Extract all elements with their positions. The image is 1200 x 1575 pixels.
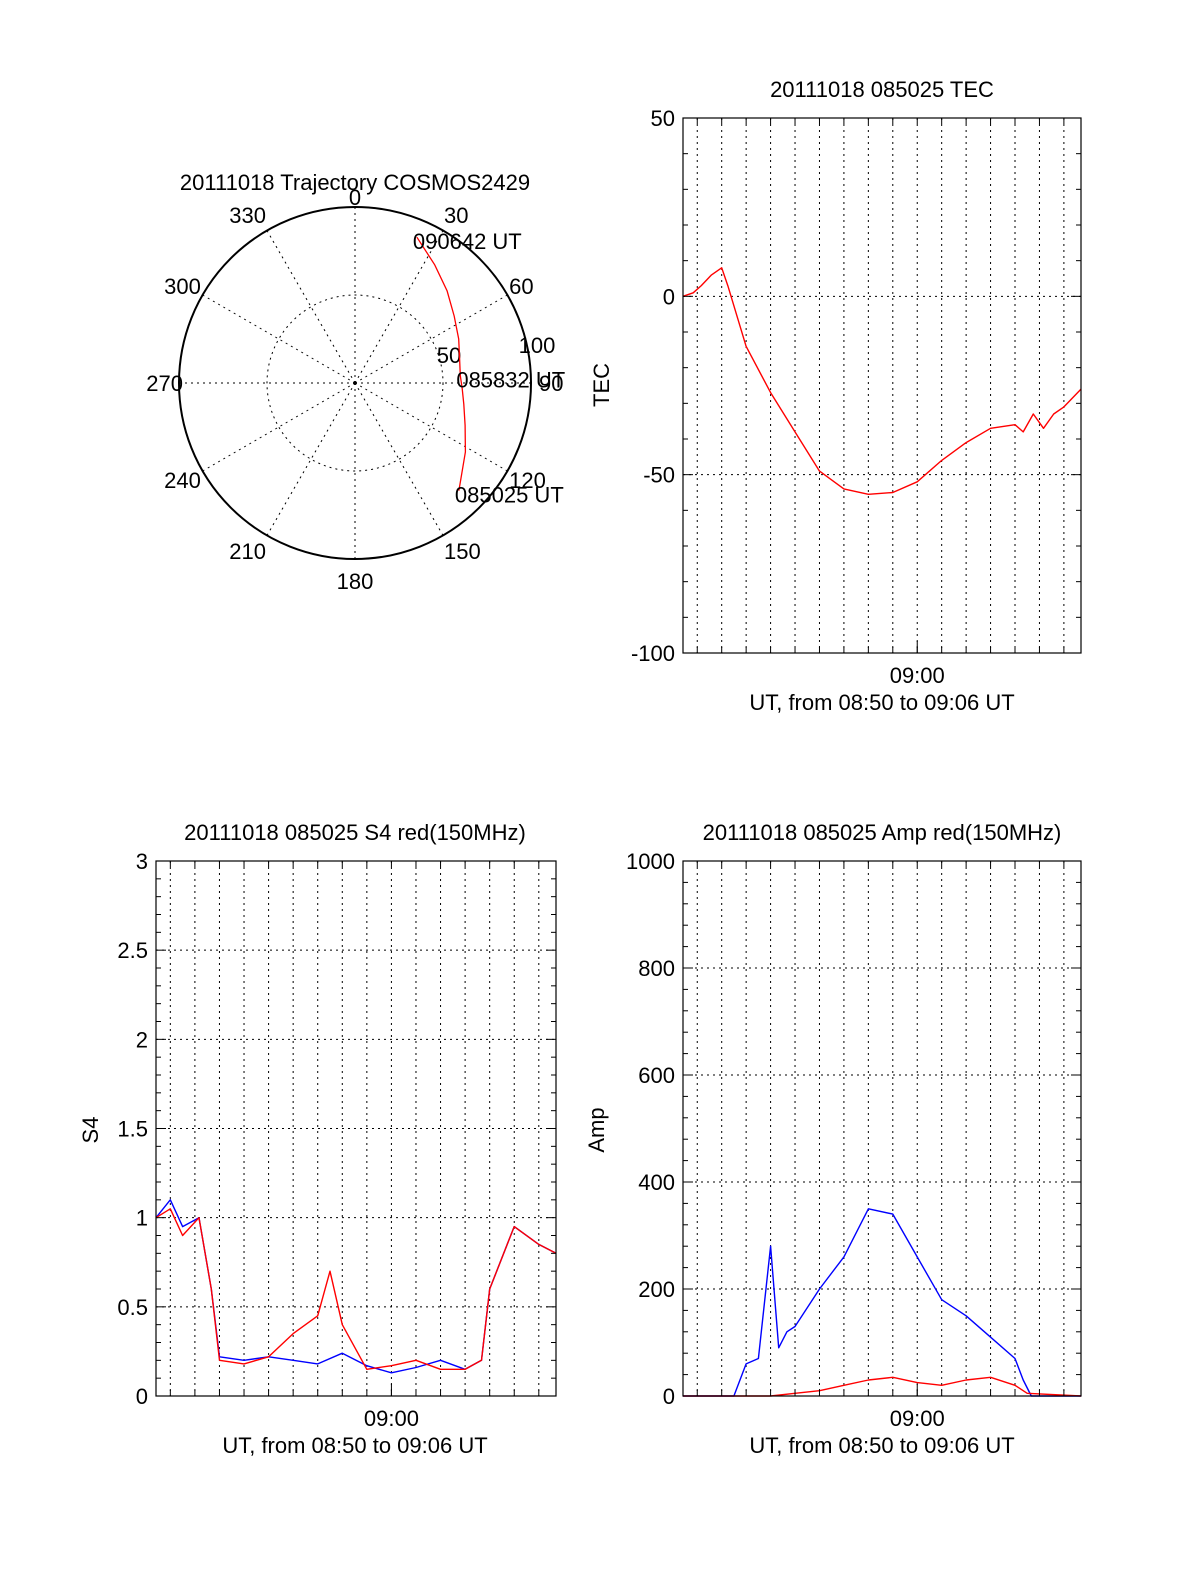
trajectory-time-annotation: 090642 UT [413, 229, 522, 254]
amp-series [683, 1208, 1082, 1397]
tec-series [682, 267, 1082, 495]
y-tick-label: -50 [643, 463, 675, 488]
trajectory-polar-panel: 20111018 Trajectory COSMOS2429 0 30 60 90 12… [146, 170, 565, 594]
polar-radius-labels: 50 100 [437, 333, 556, 368]
polar-spoke-120 [354, 382, 508, 472]
s4-panel: 20111018 085025 S4 red(150MHz) 3 2.5 2 1.5 1… [78, 820, 557, 1458]
y-tick-label: 2.5 [117, 938, 148, 963]
y-tick-label: 400 [638, 1170, 675, 1195]
amp-grid [683, 861, 1081, 1396]
s4-y-axis-label: S4 [78, 1117, 103, 1144]
polar-angle-labels: 0 30 60 90 120 150 180 210 240 270 300 330 [146, 185, 563, 594]
amp-series-line [683, 1376, 1082, 1397]
y-tick-label: 0 [663, 284, 675, 309]
polar-angle-label-60: 60 [509, 274, 533, 299]
s4-axis-ticks: 3 2.5 2 1.5 1 0.5 0 09:00 [117, 849, 556, 1431]
y-tick-label: 0 [663, 1384, 675, 1409]
trajectory-time-annotation: 085025 UT [455, 483, 564, 508]
tec-series-line [682, 267, 1082, 495]
polar-angle-label-180: 180 [337, 569, 374, 594]
polar-angle-label-150: 150 [444, 539, 481, 564]
polar-angle-label-120: 120 [509, 468, 546, 493]
polar-spoke-210 [266, 382, 356, 536]
polar-angle-label-270: 270 [146, 371, 183, 396]
polar-angle-label-240: 240 [164, 468, 201, 493]
polar-angle-label-30: 30 [444, 203, 468, 228]
amp-x-axis-label: UT, from 08:50 to 09:06 UT [749, 1433, 1014, 1458]
polar-ring-50 [266, 294, 444, 472]
s4-title: 20111018 085025 S4 red(150MHz) [184, 820, 526, 845]
y-tick-label: 1 [136, 1206, 148, 1231]
y-tick-label: 0.5 [117, 1295, 148, 1320]
y-tick-label: 800 [638, 956, 675, 981]
tec-y-axis-label: TEC [589, 363, 614, 407]
tec-plot-frame [682, 117, 1082, 654]
x-tick-label: 09:00 [890, 1406, 945, 1431]
y-tick-label: -100 [631, 641, 675, 666]
s4-series-line [155, 1208, 557, 1371]
amp-panel: 20111018 085025 Amp red(150MHz) 1000 800 6… [584, 820, 1082, 1458]
tec-grid [683, 118, 1081, 653]
polar-radius-label-100: 100 [519, 333, 556, 358]
polar-angle-label-300: 300 [164, 274, 201, 299]
y-tick-label: 1000 [626, 849, 675, 874]
y-tick-label: 200 [638, 1277, 675, 1302]
trajectory-line [416, 236, 467, 491]
polar-grid [179, 207, 531, 559]
amp-title: 20111018 085025 Amp red(150MHz) [703, 820, 1062, 845]
x-tick-label: 09:00 [364, 1406, 419, 1431]
polar-angle-label-90: 90 [539, 371, 563, 396]
s4-series [155, 1199, 557, 1374]
tec-panel: 20111018 085025 TEC 50 0 -50 -100 09:00 UT, … [589, 77, 1082, 715]
amp-plot-frame [682, 860, 1082, 1397]
s4-series-line [155, 1199, 557, 1374]
polar-angle-label-0: 0 [349, 185, 361, 210]
y-tick-label: 50 [651, 106, 675, 131]
tec-title: 20111018 085025 TEC [770, 77, 994, 102]
y-tick-label: 1.5 [117, 1117, 148, 1142]
trajectory-series [416, 236, 467, 491]
trajectory-annotations: 090642 UT 085832 UT 085025 UT [413, 229, 565, 507]
amp-y-axis-label: Amp [584, 1107, 609, 1152]
polar-angle-label-210: 210 [229, 539, 266, 564]
y-tick-label: 0 [136, 1384, 148, 1409]
s4-x-axis-label: UT, from 08:50 to 09:06 UT [222, 1433, 487, 1458]
trajectory-title: 20111018 Trajectory COSMOS2429 [180, 170, 530, 195]
s4-grid [156, 861, 556, 1396]
tec-axis-ticks: 50 0 -50 -100 09:00 [631, 106, 1081, 688]
x-tick-label: 09:00 [890, 663, 945, 688]
polar-spoke-300 [202, 294, 356, 384]
amp-series-line [683, 1208, 1081, 1397]
amp-axis-ticks: 1000 800 600 400 200 0 09:00 [626, 849, 1081, 1431]
polar-angle-label-330: 330 [229, 203, 266, 228]
polar-radius-label-50: 50 [437, 343, 461, 368]
y-tick-label: 2 [136, 1027, 148, 1052]
polar-outer-ring [178, 206, 532, 560]
y-tick-label: 600 [638, 1063, 675, 1088]
y-tick-label: 3 [136, 849, 148, 874]
tec-x-axis-label: UT, from 08:50 to 09:06 UT [749, 690, 1014, 715]
trajectory-time-annotation: 085832 UT [456, 368, 565, 393]
